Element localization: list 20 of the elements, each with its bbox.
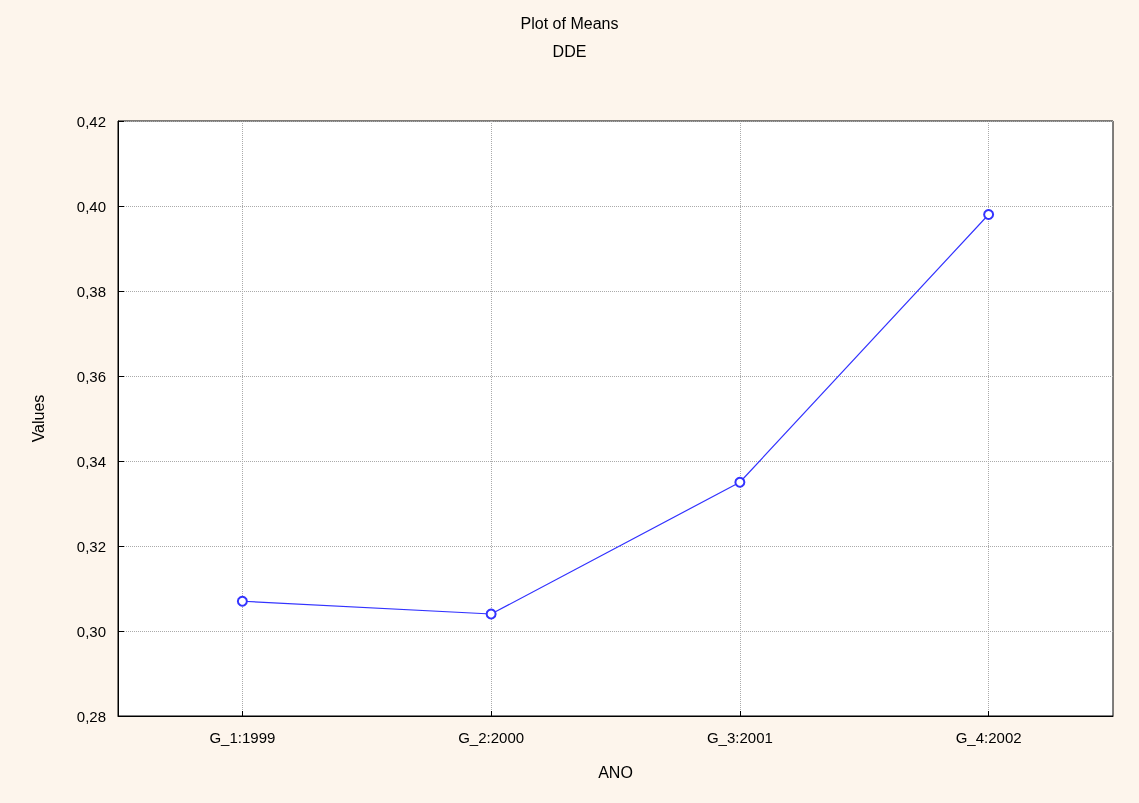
x-tick-label: G_1:1999 — [209, 729, 276, 746]
point — [485, 608, 497, 620]
point — [734, 476, 746, 488]
y-tick-label: 0,32 — [76, 537, 106, 555]
x-tick-label: G_4:2002 — [955, 729, 1022, 746]
y-tick-label: 0,36 — [76, 367, 106, 385]
y-tick-label: 0,28 — [76, 707, 106, 725]
y-tick-label: 0,40 — [76, 197, 106, 215]
chart-subtitle: DDE — [552, 42, 587, 60]
chart-title: Plot of Means — [520, 14, 619, 32]
y-tick-label: 0,42 — [76, 112, 106, 130]
y-tick-label: 0,30 — [76, 622, 106, 640]
point — [236, 595, 248, 607]
x-tick-label: G_2:2000 — [458, 729, 525, 746]
y-axis-title: Values — [29, 394, 47, 443]
x-tick-label: G_3:2001 — [706, 729, 773, 746]
x-axis-title: ANO — [598, 763, 633, 781]
y-tick-label: 0,34 — [76, 452, 106, 470]
y-tick-label: 0,38 — [76, 282, 106, 300]
point — [983, 209, 995, 220]
